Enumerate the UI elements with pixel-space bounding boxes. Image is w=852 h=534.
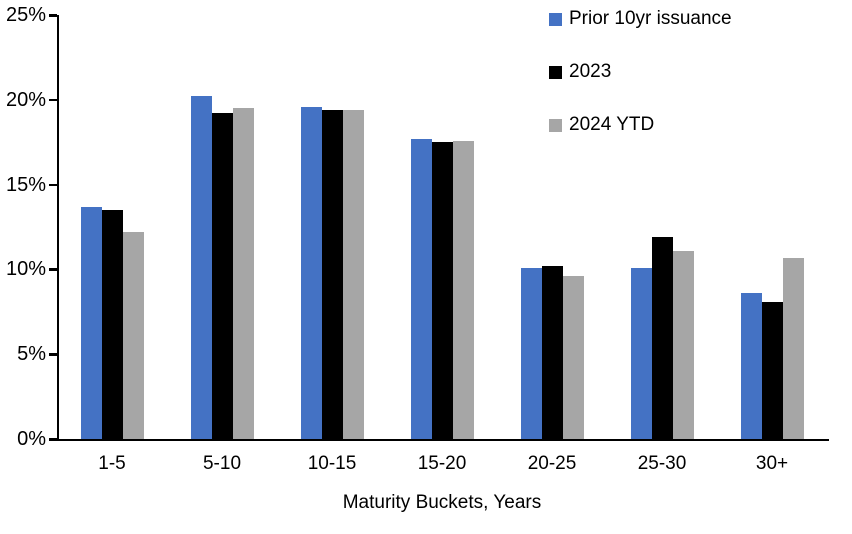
chart-bar bbox=[321, 109, 343, 439]
legend-item-prior-10yr-issuance: Prior 10yr issuance bbox=[549, 8, 732, 30]
y-tick-mark bbox=[49, 353, 57, 356]
y-tick-label: 0% bbox=[17, 428, 46, 450]
y-tick-mark bbox=[49, 183, 57, 187]
chart-bar bbox=[342, 109, 364, 439]
legend-label-prior-10yr-issuance: Prior 10yr issuance bbox=[569, 8, 732, 29]
chart-bar bbox=[541, 266, 563, 439]
legend-label-2023: 2023 bbox=[569, 61, 612, 82]
legend: Prior 10yr issuance 2023 2024 YTD bbox=[549, 8, 732, 167]
legend-swatch-black bbox=[549, 65, 562, 79]
chart-bar bbox=[452, 140, 474, 439]
chart-bar bbox=[672, 250, 694, 439]
y-tick-mark bbox=[49, 98, 57, 102]
x-tick-label: 5-10 bbox=[202, 453, 242, 474]
x-tick-label: 15-20 bbox=[417, 453, 467, 474]
x-tick-label: 30+ bbox=[755, 453, 789, 474]
chart-bar bbox=[300, 106, 322, 439]
chart-bar bbox=[562, 276, 584, 439]
x-tick-label: 20-25 bbox=[527, 453, 577, 474]
x-tick-label: 10-15 bbox=[307, 453, 357, 474]
chart-bar bbox=[211, 113, 233, 439]
legend-swatch-gray bbox=[549, 118, 562, 132]
y-tick-mark bbox=[49, 438, 57, 441]
x-tick-label: 25-30 bbox=[637, 453, 687, 474]
x-tick-label: 1-5 bbox=[98, 453, 126, 474]
chart-bar bbox=[80, 206, 102, 439]
chart-bar bbox=[782, 257, 804, 439]
chart-bar bbox=[190, 96, 212, 439]
chart-bar bbox=[520, 267, 542, 439]
y-tick-label: 15% bbox=[5, 173, 46, 196]
x-axis-title: Maturity Buckets, Years bbox=[342, 492, 542, 513]
chart-bar bbox=[232, 108, 254, 439]
chart-bar bbox=[630, 267, 652, 439]
chart-bar bbox=[101, 210, 123, 439]
plot-area bbox=[57, 15, 829, 441]
y-tick-mark bbox=[49, 268, 57, 271]
y-tick-label: 25% bbox=[5, 4, 46, 26]
y-tick-label: 10% bbox=[5, 258, 46, 281]
y-tick-mark bbox=[49, 14, 57, 17]
chart-bar bbox=[410, 138, 432, 439]
chart-bar bbox=[651, 237, 673, 439]
legend-label-2024-ytd: 2024 YTD bbox=[569, 114, 655, 135]
chart-bar bbox=[431, 142, 453, 439]
chart-bar bbox=[761, 301, 783, 439]
y-tick-label: 5% bbox=[17, 343, 46, 366]
legend-swatch-blue bbox=[549, 12, 562, 26]
legend-item-2023: 2023 bbox=[549, 61, 732, 83]
chart-bar bbox=[740, 293, 762, 439]
legend-item-2024-ytd: 2024 YTD bbox=[549, 114, 732, 136]
y-tick-label: 20% bbox=[5, 88, 46, 111]
chart-bar bbox=[122, 232, 144, 439]
